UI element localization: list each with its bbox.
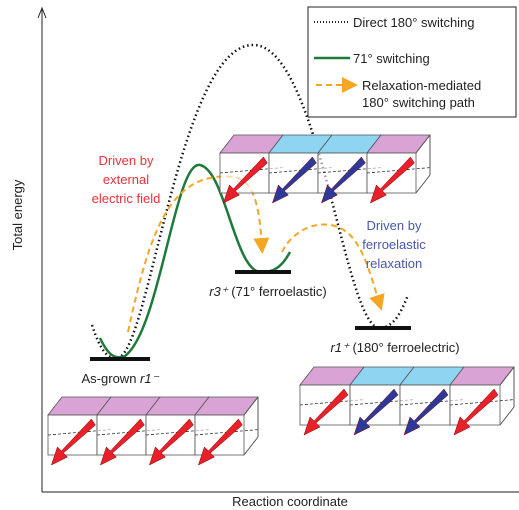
polarization-arrow [453, 388, 499, 436]
relaxation-path [127, 175, 270, 333]
field-annotation: Driven by external electric field [92, 153, 161, 206]
polarization-arrow [320, 156, 366, 204]
cell-side [499, 366, 515, 386]
state-bar [355, 326, 411, 330]
legend-label: 180° switching path [362, 95, 475, 110]
annotation-line: electric field [92, 191, 161, 206]
polarization-arrow [369, 156, 415, 204]
cell-side [499, 406, 515, 426]
state-suffix: (180° ferroelectric) [349, 340, 460, 355]
state-suffix: (71° ferroelastic) [228, 284, 327, 299]
polarization-arrow [303, 388, 349, 436]
polarization-arrow [148, 418, 194, 466]
polarization-arrow [271, 156, 317, 204]
state-bar [90, 357, 150, 361]
cell-side [243, 436, 259, 456]
annotation-line: Driven by [99, 153, 154, 168]
state-label: r1⁺ (180° ferroelectric) [330, 340, 459, 355]
polarization-arrow [50, 418, 96, 466]
annotation-line: external [103, 172, 149, 187]
legend-label: Direct 180° switching [353, 15, 475, 30]
state-symbol: r1⁺ [330, 340, 350, 355]
polarization-arrow [353, 388, 399, 436]
legend-label: 71° switching [353, 51, 430, 66]
relaxation-annotation: Driven by ferroelastic relaxation [362, 218, 426, 271]
polarization-arrow [403, 388, 449, 436]
polarization-arrow [222, 156, 268, 204]
y-arrow [37, 6, 47, 19]
legend-box [307, 6, 517, 118]
relaxation-path [281, 223, 385, 311]
polarization-arrow [99, 418, 145, 466]
state-symbol: r1⁻ [140, 371, 160, 386]
x-label: Reaction coordinate [232, 494, 348, 509]
polarization-arrow [197, 418, 243, 466]
annotation-line: relaxation [366, 256, 422, 271]
crystal-illustrations [47, 134, 515, 466]
state-prefix: As-grown [82, 371, 141, 386]
state-symbol: r3⁺ [209, 284, 229, 299]
cell-side [243, 396, 259, 416]
annotation-line: Driven by [367, 218, 422, 233]
state-label: As-grown r1⁻ [82, 371, 160, 386]
legend-label: Relaxation-mediated [362, 78, 481, 93]
cell-side [415, 174, 431, 194]
state-label: r3⁺ (71° ferroelastic) [209, 284, 327, 299]
annotation-line: ferroelastic [362, 237, 426, 252]
y-label: Total energy [10, 179, 25, 250]
state-bar [235, 270, 291, 274]
cell-side [415, 134, 431, 154]
